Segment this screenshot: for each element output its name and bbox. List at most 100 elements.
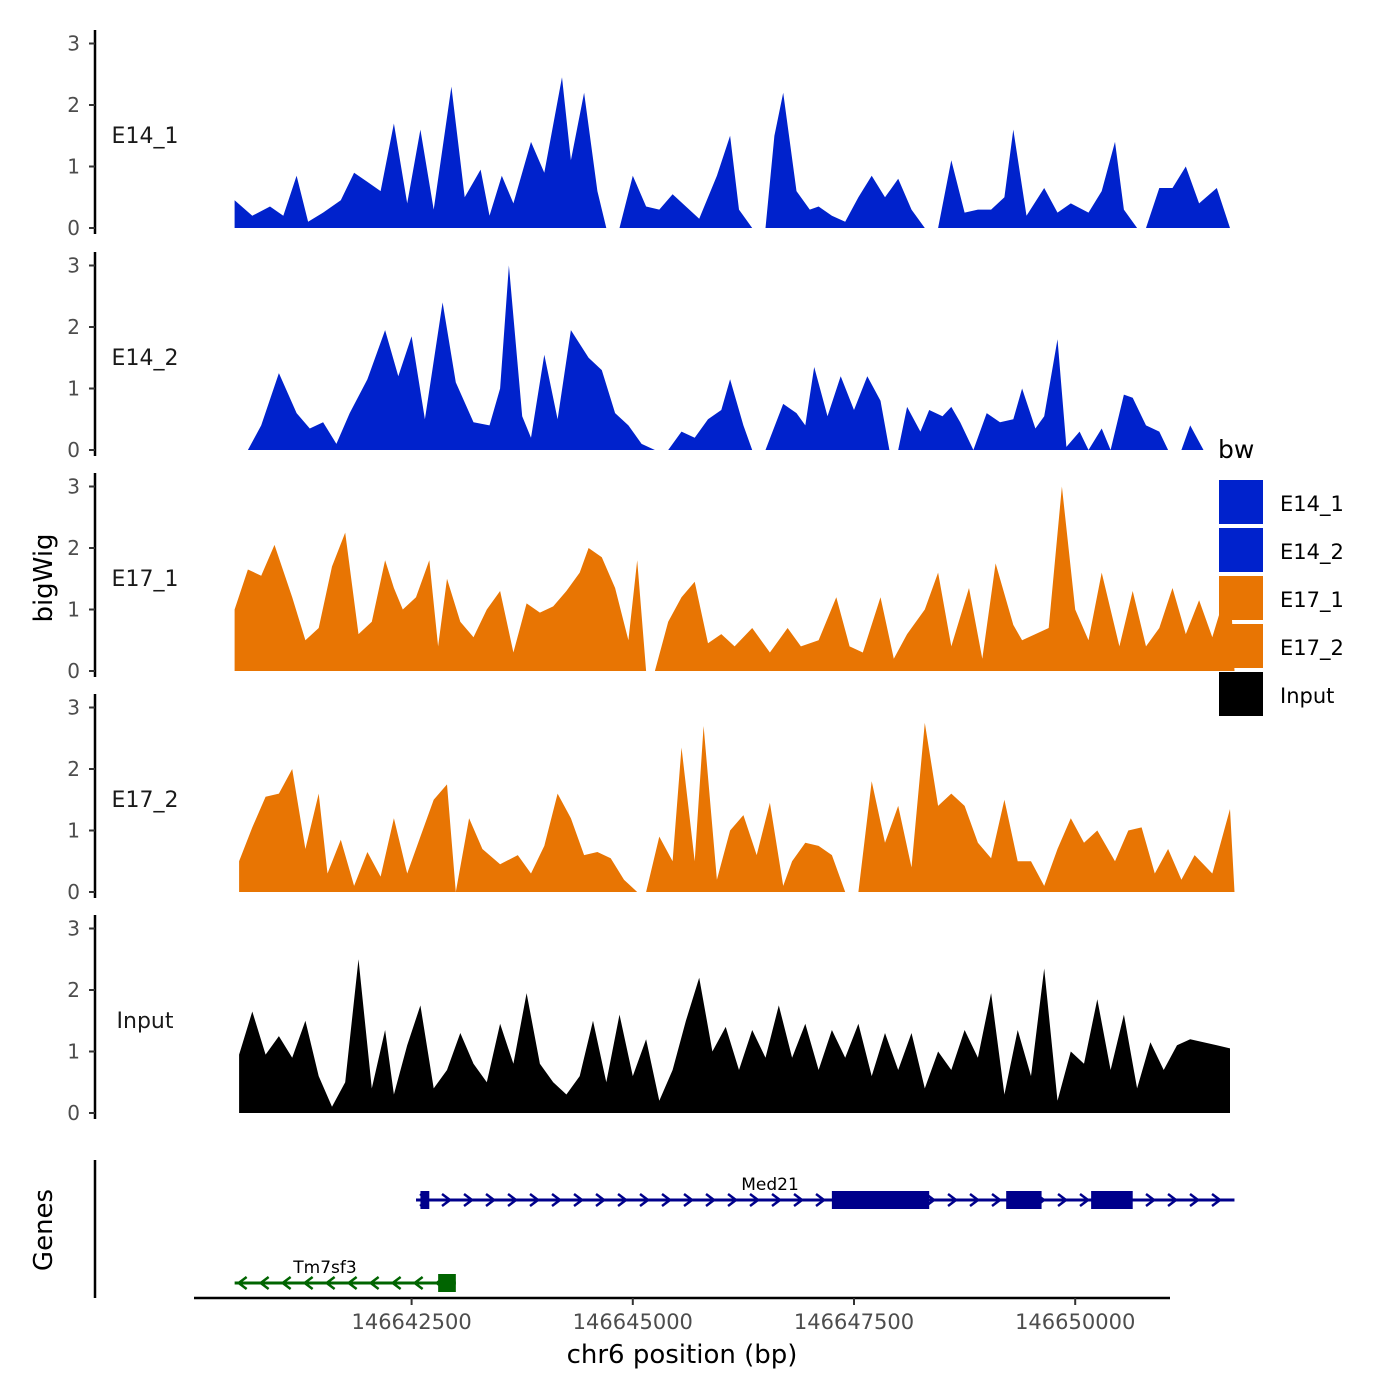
y-tick-label: 0 bbox=[67, 438, 80, 462]
track-E17_1: 0 1 2 3 E17_1 bbox=[67, 473, 1235, 683]
coverage-area bbox=[1146, 166, 1230, 228]
y-tick-label: 2 bbox=[67, 93, 80, 117]
gene-Med21: Med21 bbox=[416, 1175, 1235, 1209]
y-axis-title: bigWig bbox=[29, 533, 59, 622]
y-tick-label: 2 bbox=[67, 978, 80, 1002]
y-tick-label: 3 bbox=[67, 475, 80, 499]
strand-arrow bbox=[1145, 1193, 1157, 1207]
legend-label: Input bbox=[1280, 684, 1334, 708]
y-tick-label: 0 bbox=[67, 216, 80, 240]
track-Input: 0 1 2 3 Input bbox=[67, 915, 1231, 1125]
exon bbox=[1091, 1191, 1133, 1209]
y-tick-label: 3 bbox=[67, 696, 80, 720]
coverage-area bbox=[765, 92, 925, 228]
coverage-area bbox=[234, 532, 647, 671]
strand-arrow bbox=[683, 1193, 695, 1207]
genes-axis-title: Genes bbox=[29, 1189, 59, 1271]
coverage-area bbox=[1181, 425, 1204, 450]
y-tick-label: 1 bbox=[67, 1040, 80, 1064]
strand-arrow bbox=[969, 1193, 981, 1207]
y-tick-label: 0 bbox=[67, 1101, 80, 1125]
legend-item-Input: Input bbox=[1219, 672, 1334, 716]
legend-swatch bbox=[1219, 672, 1263, 716]
strand-arrow bbox=[749, 1193, 761, 1207]
coverage-area bbox=[938, 129, 1138, 228]
y-tick-label: 2 bbox=[67, 757, 80, 781]
y-tick-label: 3 bbox=[67, 917, 80, 941]
gene-name: Tm7sf3 bbox=[292, 1258, 356, 1278]
strand-arrow bbox=[595, 1193, 607, 1207]
legend-swatch bbox=[1219, 528, 1263, 572]
strand-arrow bbox=[991, 1193, 1003, 1207]
y-tick-label: 3 bbox=[67, 32, 80, 56]
track-E14_2: 0 1 2 3 E14_2 bbox=[67, 252, 1204, 462]
y-tick-label: 1 bbox=[67, 377, 80, 401]
strand-arrow bbox=[485, 1193, 497, 1207]
legend-title: bw bbox=[1218, 435, 1254, 464]
legend-item-E14_1: E14_1 bbox=[1219, 480, 1344, 524]
legend-swatch bbox=[1219, 576, 1263, 620]
strand-arrow bbox=[258, 1276, 270, 1290]
x-axis: 146642500 146645000 146647500 146650000 bbox=[194, 1296, 1170, 1334]
y-tick-label: 0 bbox=[67, 659, 80, 683]
coverage-area bbox=[654, 486, 1235, 671]
strand-arrow bbox=[1211, 1193, 1223, 1207]
y-tick-label: 1 bbox=[67, 155, 80, 179]
track-label: E17_1 bbox=[112, 567, 179, 592]
strand-arrow bbox=[1189, 1193, 1201, 1207]
coverage-area bbox=[668, 379, 753, 450]
coverage-area bbox=[239, 769, 638, 892]
exon bbox=[1006, 1191, 1042, 1209]
strand-arrow bbox=[324, 1276, 336, 1290]
x-tick-label: 146650000 bbox=[1015, 1310, 1135, 1334]
coverage-area bbox=[765, 367, 890, 450]
coverage-area bbox=[247, 265, 655, 450]
x-tick-label: 146647500 bbox=[794, 1310, 914, 1334]
exon bbox=[438, 1274, 456, 1292]
gene-name: Med21 bbox=[741, 1175, 799, 1195]
strand-arrow bbox=[412, 1276, 424, 1290]
strand-arrow bbox=[947, 1193, 959, 1207]
strand-arrow bbox=[441, 1193, 453, 1207]
legend-label: E14_2 bbox=[1280, 540, 1344, 565]
strand-arrow bbox=[573, 1193, 585, 1207]
legend-label: E17_1 bbox=[1280, 588, 1344, 613]
strand-arrow bbox=[236, 1276, 248, 1290]
y-tick-label: 2 bbox=[67, 536, 80, 560]
gene-Tm7sf3: Tm7sf3 bbox=[234, 1258, 456, 1292]
x-tick-label: 146642500 bbox=[351, 1310, 471, 1334]
coverage-area bbox=[898, 339, 1169, 450]
coverage-area bbox=[646, 726, 846, 892]
genes-track: Med21 Tm7sf3 bbox=[93, 1160, 1235, 1298]
track-label: E17_2 bbox=[112, 788, 179, 813]
strand-arrow bbox=[529, 1193, 541, 1207]
strand-arrow bbox=[1167, 1193, 1179, 1207]
legend-item-E17_2: E17_2 bbox=[1219, 624, 1344, 668]
strand-arrow bbox=[390, 1276, 402, 1290]
strand-arrow bbox=[639, 1193, 651, 1207]
legend-swatch bbox=[1219, 624, 1263, 668]
strand-arrow bbox=[793, 1193, 805, 1207]
legend-label: E17_2 bbox=[1280, 636, 1344, 661]
strand-arrow bbox=[507, 1193, 519, 1207]
y-tick-label: 1 bbox=[67, 819, 80, 843]
strand-arrow bbox=[815, 1193, 827, 1207]
legend-item-E14_2: E14_2 bbox=[1219, 528, 1344, 572]
strand-arrow bbox=[1057, 1193, 1069, 1207]
strand-arrow bbox=[346, 1276, 358, 1290]
y-tick-label: 0 bbox=[67, 880, 80, 904]
strand-arrow bbox=[368, 1276, 380, 1290]
exon bbox=[831, 1191, 930, 1209]
strand-arrow bbox=[617, 1193, 629, 1207]
legend: bw E14_1 E14_2 E17_1 E17_2 Input bbox=[1218, 435, 1344, 716]
strand-arrow bbox=[771, 1193, 783, 1207]
coverage-area bbox=[234, 77, 607, 228]
strand-arrow bbox=[1079, 1193, 1091, 1207]
exon bbox=[420, 1191, 430, 1209]
strand-arrow bbox=[705, 1193, 717, 1207]
strand-arrow bbox=[280, 1276, 292, 1290]
y-tick-label: 3 bbox=[67, 254, 80, 278]
track-label: E14_1 bbox=[112, 124, 179, 149]
x-axis-title: chr6 position (bp) bbox=[567, 1340, 798, 1370]
